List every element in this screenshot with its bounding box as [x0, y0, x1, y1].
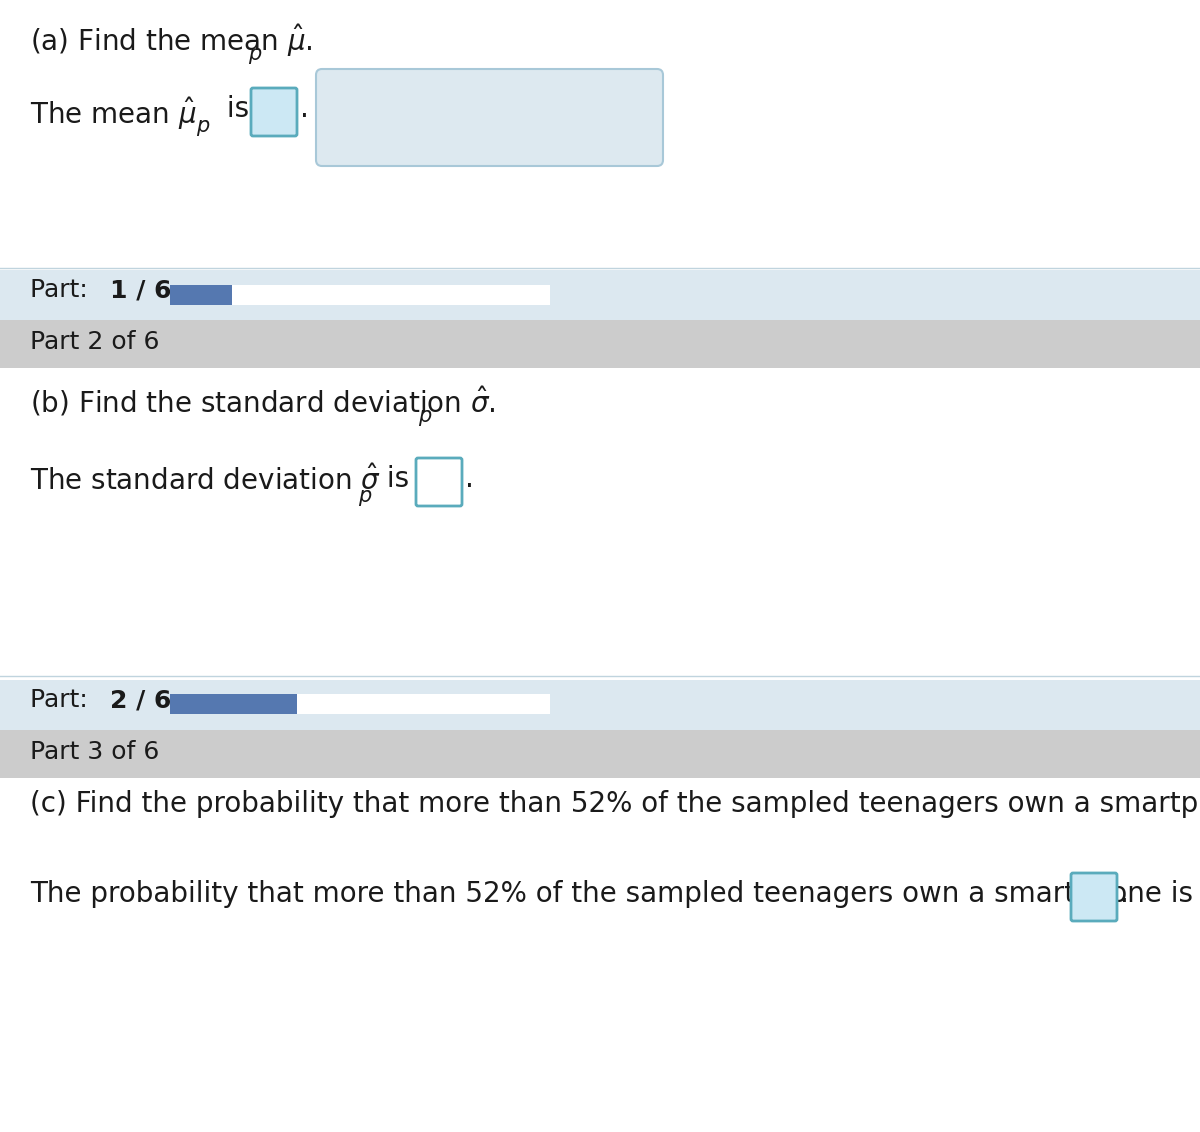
Text: (c) Find the probability that more than 52% of the sampled teenagers own a smart: (c) Find the probability that more than … — [30, 790, 1200, 818]
Text: Part:: Part: — [30, 278, 96, 302]
Bar — [0, 778, 1200, 1132]
FancyBboxPatch shape — [416, 458, 462, 506]
Bar — [0, 0, 1200, 271]
Text: is: is — [218, 95, 250, 123]
Text: Part 3 of 6: Part 3 of 6 — [30, 740, 160, 764]
FancyBboxPatch shape — [1072, 873, 1117, 921]
Text: 2 / 6: 2 / 6 — [110, 688, 172, 712]
FancyBboxPatch shape — [251, 88, 298, 136]
Text: Part 2 of 6: Part 2 of 6 — [30, 331, 160, 354]
Text: The standard deviation $\hat{\sigma}$: The standard deviation $\hat{\sigma}$ — [30, 465, 382, 496]
Text: 1 / 6: 1 / 6 — [110, 278, 172, 302]
Bar — [170, 694, 298, 714]
FancyBboxPatch shape — [316, 69, 662, 166]
Bar — [170, 285, 550, 305]
Text: .: . — [1120, 880, 1129, 908]
Text: The probability that more than 52% of the sampled teenagers own a smartphone is: The probability that more than 52% of th… — [30, 880, 1193, 908]
Bar — [0, 320, 1200, 368]
Text: ↺: ↺ — [554, 100, 586, 134]
Text: $p$: $p$ — [196, 118, 210, 138]
Bar — [170, 694, 550, 714]
Bar — [0, 680, 1200, 730]
Text: The mean $\hat{\mu}$: The mean $\hat{\mu}$ — [30, 95, 197, 132]
Text: (a) Find the mean $\hat{\mu}$.: (a) Find the mean $\hat{\mu}$. — [30, 22, 312, 59]
Text: $p$: $p$ — [358, 488, 372, 508]
Bar — [170, 285, 232, 305]
Text: is: is — [378, 465, 409, 494]
Text: $p$: $p$ — [418, 408, 432, 428]
Text: $p$: $p$ — [248, 46, 263, 66]
Bar — [0, 368, 1200, 680]
Text: ×: × — [415, 100, 445, 134]
Text: .: . — [300, 95, 308, 123]
Text: .: . — [466, 465, 474, 494]
Bar — [0, 271, 1200, 320]
Text: Part:: Part: — [30, 688, 96, 712]
Bar — [0, 730, 1200, 778]
Text: (b) Find the standard deviation $\hat{\sigma}$.: (b) Find the standard deviation $\hat{\s… — [30, 385, 496, 419]
